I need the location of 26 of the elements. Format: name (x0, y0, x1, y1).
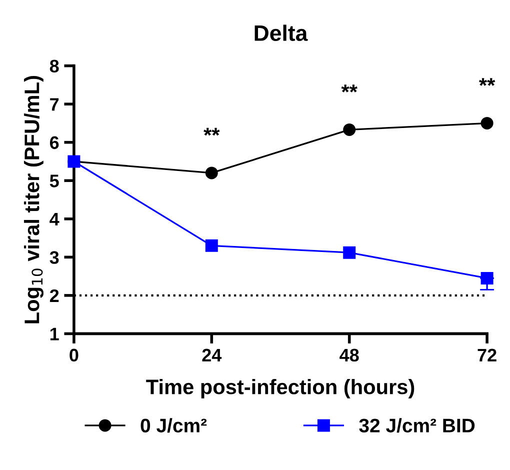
x-tick-label: 24 (202, 348, 222, 362)
x-tick-label: 0 (70, 348, 78, 362)
annotation: ** (479, 78, 496, 86)
legend-label: 32 J/cm² BID (359, 418, 475, 433)
y-tick-label: 2 (50, 289, 59, 302)
y-tick-label: 4 (50, 213, 60, 226)
point (343, 123, 356, 136)
y-axis-title: Log$_{10}$ viral titer (PFU/mL) (24, 76, 44, 324)
point (205, 166, 218, 180)
y-tick-label: 3 (50, 251, 59, 264)
annotation: ** (341, 84, 358, 92)
chart-title: Delta (254, 24, 308, 42)
x-tick-label: 48 (340, 348, 359, 362)
y-tick-label: 5 (50, 174, 59, 188)
point (480, 272, 494, 284)
y-tick-label: 1 (50, 328, 59, 340)
y-tick-label: 7 (50, 98, 59, 111)
point (480, 116, 494, 130)
point (343, 246, 356, 259)
annotation: ** (204, 128, 220, 136)
legend-label: 0 J/cm² (140, 418, 207, 433)
x-axis-title: Time post-infection (hours) (146, 379, 414, 398)
y-tick-label: 6 (50, 136, 59, 150)
x-tick-label: 72 (478, 348, 496, 362)
y-tick-label: 8 (50, 60, 59, 73)
point (205, 239, 218, 252)
